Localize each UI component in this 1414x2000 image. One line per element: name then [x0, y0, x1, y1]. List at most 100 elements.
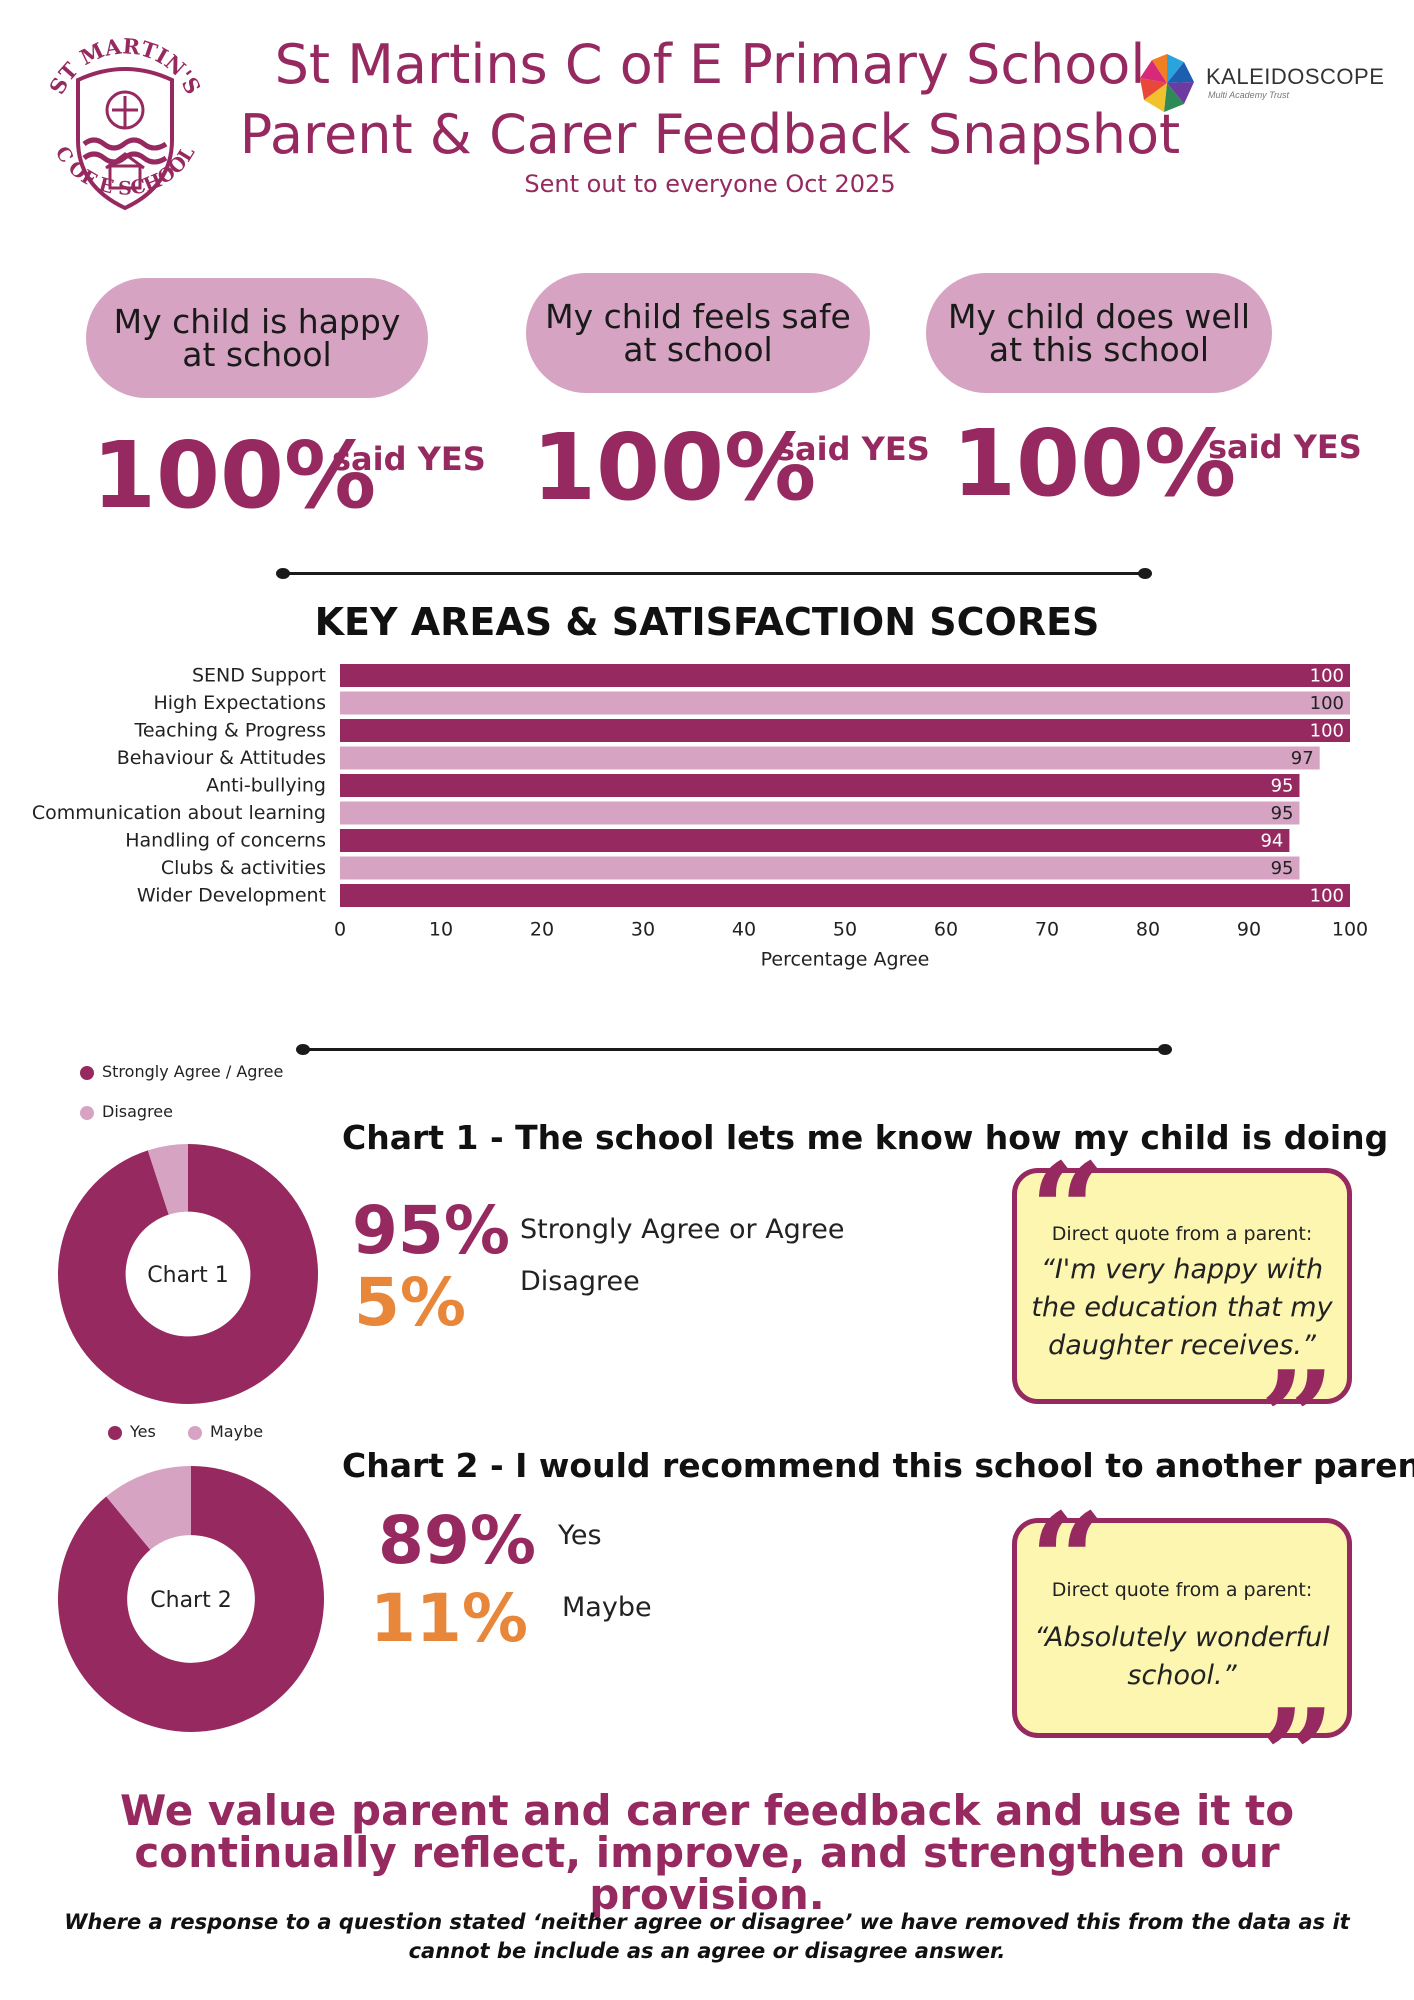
bar-category-label: Anti-bullying [206, 775, 326, 797]
bar [340, 664, 1350, 687]
page-title-line-1: St Martins C of E Primary School [274, 33, 1146, 96]
donut-slice [57, 1466, 324, 1732]
bar-value-label: 97 [1291, 748, 1314, 769]
x-tick-label: 70 [1035, 919, 1059, 941]
donut-slice [106, 1466, 191, 1550]
section-divider-2 [296, 1044, 1172, 1055]
x-tick-label: 90 [1237, 919, 1261, 941]
quote2-intro: Direct quote from a parent: [1051, 1579, 1313, 1601]
stat-question-happy: My child is happy at school [86, 278, 428, 398]
open-quote-icon-2: “ [1030, 1484, 1105, 1637]
x-tick-label: 30 [631, 919, 655, 941]
chart2-legend-yes: Yes [108, 1422, 156, 1441]
chart2-yes-pct: 89% [378, 1502, 536, 1579]
quote-box-1: Direct quote from a parent: “I'm very ha… [1012, 1168, 1352, 1404]
stat-suffix-does-well: said YES [1208, 428, 1362, 466]
bar-value-label: 100 [1310, 721, 1344, 742]
bar-value-label: 94 [1260, 831, 1283, 852]
bar-value-label: 95 [1271, 776, 1294, 797]
x-tick-label: 20 [530, 919, 554, 941]
bar [340, 774, 1300, 797]
closing-statement: We value parent and carer feedback and u… [119, 1786, 1295, 1919]
x-tick-label: 40 [732, 919, 756, 941]
x-tick-label: 60 [934, 919, 958, 941]
quote2-text: “Absolutely wonderful school.” [1034, 1622, 1330, 1691]
school-crest-logo: ST MARTIN'S C OF E SCHOOL [44, 33, 206, 211]
chart1-agree-label: Strongly Agree or Agree [520, 1214, 845, 1245]
partner-subtitle: Multi Academy Trust [1208, 90, 1290, 100]
bar-category-label: High Expectations [153, 692, 326, 714]
stat-value-happy: 100% [92, 422, 377, 529]
stat-suffix-happy: said YES [332, 440, 486, 478]
chart1-legend-disagree: Disagree [80, 1102, 173, 1121]
chart2-legend-maybe: Maybe [188, 1422, 263, 1441]
bar [340, 801, 1300, 825]
bar [340, 691, 1350, 715]
donut-center-label: Chart 1 [147, 1263, 228, 1288]
donut-center-label: Chart 2 [150, 1588, 231, 1613]
chart2-title: Chart 2 - I would recommend this school … [342, 1446, 1414, 1485]
bar-value-label: 95 [1271, 803, 1294, 824]
chart1-legend-agree: Strongly Agree / Agree [80, 1062, 283, 1081]
chart2-maybe-label: Maybe [562, 1592, 652, 1623]
bar-value-label: 100 [1310, 693, 1344, 714]
chart2-legend-maybe-label: Maybe [210, 1422, 264, 1441]
bar-value-label: 95 [1271, 858, 1294, 879]
chart2-legend-yes-label: Yes [130, 1422, 156, 1441]
chart1-title: Chart 1 - The school lets me know how my… [342, 1118, 1389, 1157]
chart1-disagree-label: Disagree [520, 1266, 640, 1297]
chart1-agree-pct: 95% [352, 1192, 510, 1269]
page-title-line-2: Parent & Carer Feedback Snapshot [239, 103, 1181, 166]
close-quote-icon: ” [1260, 1342, 1335, 1495]
chart2-donut: Chart 2 [57, 1466, 324, 1732]
donut-slice [147, 1144, 188, 1215]
x-axis-label: Percentage Agree [761, 949, 930, 971]
crest-bottom-text: C OF E SCHOOL [51, 142, 200, 199]
page-subtitle: Sent out to everyone Oct 2025 [524, 170, 896, 198]
x-tick-label: 80 [1136, 919, 1160, 941]
chart2-maybe-pct: 11% [370, 1580, 528, 1657]
stat-question-safe: My child feels safe at school [526, 273, 870, 393]
bar-value-label: 100 [1310, 666, 1344, 687]
open-quote-icon: “ [1030, 1134, 1105, 1287]
chart1-disagree-pct: 5% [354, 1264, 467, 1341]
bar-category-label: Communication about learning [32, 802, 326, 824]
crest-top-text: ST MARTIN'S [44, 33, 206, 98]
x-tick-label: 0 [334, 919, 346, 941]
chart1-legend-agree-label: Strongly Agree / Agree [102, 1062, 284, 1081]
kaleidoscope-logo-icon [1140, 54, 1194, 112]
footnote: Where a response to a question stated ‘n… [64, 1910, 1350, 1964]
chart2-yes-label: Yes [558, 1520, 602, 1551]
quote-box-2: Direct quote from a parent: “Absolutely … [1012, 1518, 1352, 1738]
partner-name: KALEIDOSCOPE [1206, 64, 1385, 89]
bar [340, 856, 1300, 880]
chart1-legend-disagree-label: Disagree [102, 1102, 173, 1121]
stat-question-does-well: My child does well at this school [926, 273, 1272, 393]
stat-suffix-safe: said YES [776, 430, 930, 468]
bar [340, 884, 1350, 907]
svg-text:C OF E SCHOOL: C OF E SCHOOL [51, 142, 200, 199]
chart1-donut: Chart 1 [58, 1144, 319, 1404]
section-divider [276, 568, 1152, 579]
x-tick-label: 50 [833, 919, 857, 941]
bar-category-label: Teaching & Progress [133, 720, 326, 742]
close-quote-icon-2: ” [1260, 1680, 1335, 1833]
legend-swatch-plum [80, 1065, 94, 1080]
bar [340, 719, 1350, 742]
bar-category-label: SEND Support [192, 665, 326, 687]
x-tick-label: 100 [1332, 919, 1368, 941]
legend-swatch-pink [80, 1105, 94, 1120]
quote1-text: “I'm very happy with the education that … [1031, 1254, 1333, 1361]
legend-swatch-pink-2 [188, 1425, 202, 1440]
bar-chart-title: KEY AREAS & SATISFACTION SCORES [314, 600, 1100, 644]
donut-slice [58, 1144, 319, 1404]
bar-category-label: Wider Development [137, 885, 326, 907]
stat-value-safe: 100% [532, 414, 817, 521]
x-tick-label: 10 [429, 919, 453, 941]
quote1-intro: Direct quote from a parent: [1051, 1223, 1313, 1245]
svg-text:ST MARTIN'S: ST MARTIN'S [44, 33, 206, 98]
legend-swatch-plum-2 [108, 1425, 122, 1440]
bar-value-label: 100 [1310, 886, 1344, 907]
bar-category-label: Handling of concerns [125, 830, 326, 852]
